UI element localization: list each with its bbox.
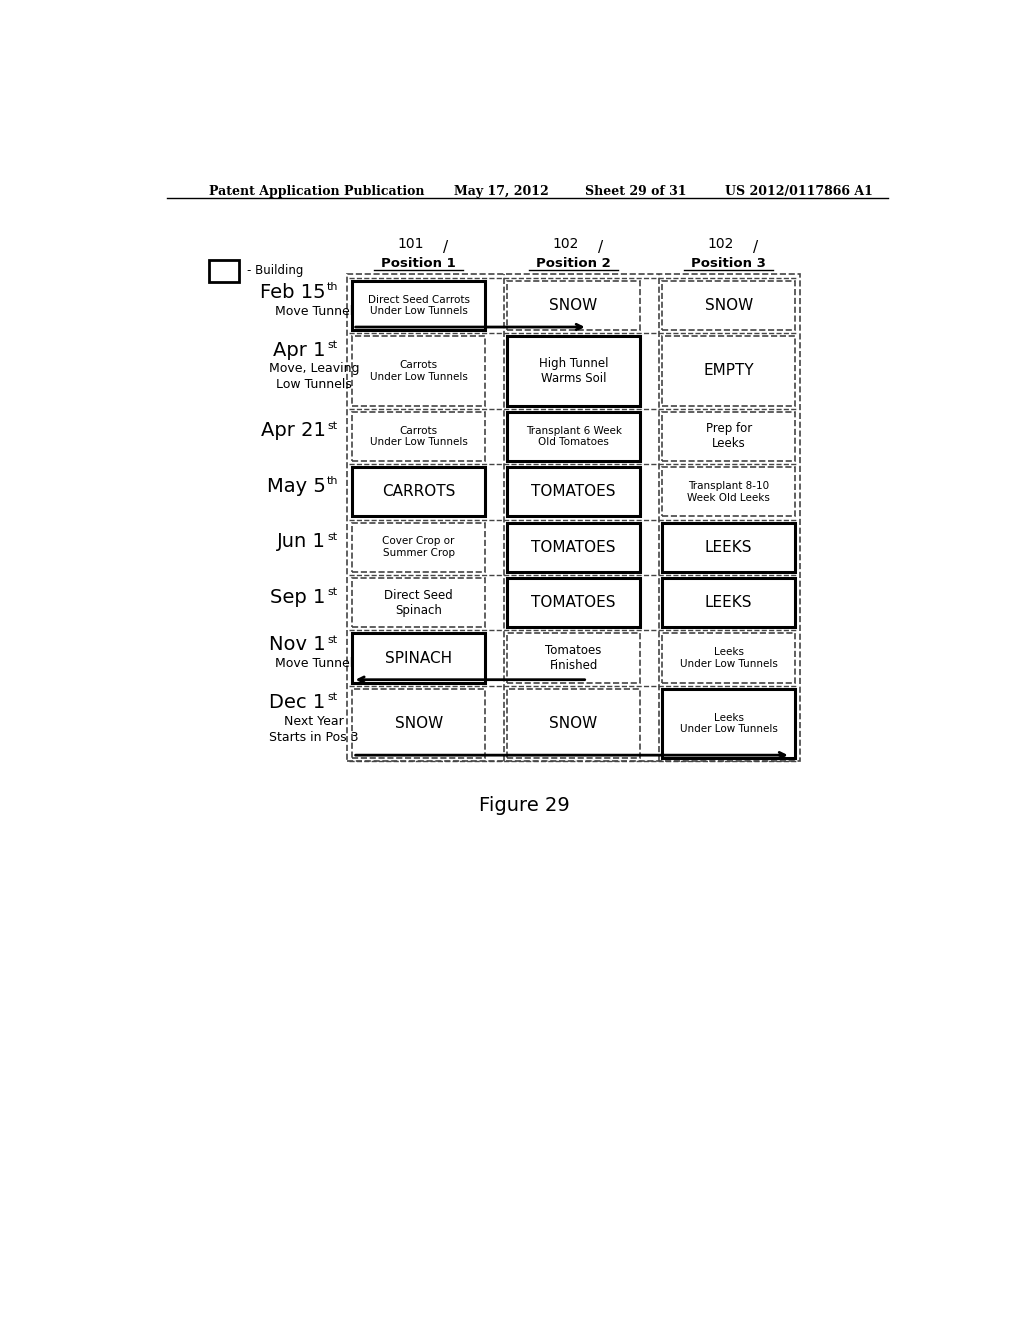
Text: Feb 15: Feb 15	[260, 282, 326, 302]
Bar	[662, 523, 796, 572]
Bar	[352, 689, 485, 758]
Bar	[507, 467, 640, 516]
Text: Jun 1: Jun 1	[276, 532, 326, 552]
Text: Sheet 29 of 31: Sheet 29 of 31	[586, 185, 687, 198]
Text: Nov 1: Nov 1	[269, 635, 326, 655]
Text: 101: 101	[397, 236, 424, 251]
Text: 102: 102	[708, 236, 734, 251]
Text: 102: 102	[553, 236, 579, 251]
Bar	[507, 412, 640, 461]
Text: /: /	[754, 240, 759, 255]
Text: May 17, 2012: May 17, 2012	[454, 185, 548, 198]
Text: LEEKS: LEEKS	[705, 540, 753, 554]
Bar	[352, 467, 485, 516]
Text: TOMATOES: TOMATOES	[531, 484, 615, 499]
Text: Dec 1: Dec 1	[269, 693, 326, 713]
Bar	[352, 523, 485, 572]
Text: Position 2: Position 2	[537, 257, 611, 271]
Bar	[662, 412, 796, 461]
Bar	[662, 634, 796, 682]
Text: Cover Crop or
Summer Crop: Cover Crop or Summer Crop	[382, 536, 455, 558]
Text: Starts in Pos 3: Starts in Pos 3	[269, 730, 358, 743]
Bar	[662, 337, 796, 405]
Bar	[507, 689, 640, 758]
Text: US 2012/0117866 A1: US 2012/0117866 A1	[725, 185, 872, 198]
Text: EMPTY: EMPTY	[703, 363, 754, 379]
Bar	[347, 275, 800, 762]
Text: CARROTS: CARROTS	[382, 484, 456, 499]
Bar	[662, 578, 796, 627]
Bar	[662, 467, 796, 516]
Text: SNOW: SNOW	[394, 715, 442, 731]
Text: SNOW: SNOW	[705, 298, 753, 313]
Bar	[209, 260, 239, 281]
Text: May 5: May 5	[266, 477, 326, 496]
Text: /: /	[598, 240, 603, 255]
Bar	[662, 281, 796, 330]
Text: Transplant 8-10
Week Old Leeks: Transplant 8-10 Week Old Leeks	[687, 480, 770, 503]
Bar	[507, 281, 640, 330]
Text: Move Tunnel: Move Tunnel	[274, 305, 353, 318]
Text: st: st	[328, 587, 337, 597]
Bar	[507, 634, 640, 682]
Text: /: /	[443, 240, 449, 255]
Text: Leeks
Under Low Tunnels: Leeks Under Low Tunnels	[680, 713, 777, 734]
Text: Sep 1: Sep 1	[270, 587, 326, 607]
Text: Position 3: Position 3	[691, 257, 766, 271]
Bar	[352, 578, 485, 627]
Text: Carrots
Under Low Tunnels: Carrots Under Low Tunnels	[370, 425, 468, 447]
Bar	[352, 281, 485, 330]
Text: Low Tunnels: Low Tunnels	[276, 378, 352, 391]
Bar	[662, 689, 796, 758]
Text: SNOW: SNOW	[550, 715, 598, 731]
Text: Move, Leaving: Move, Leaving	[268, 363, 359, 375]
Text: Position 1: Position 1	[381, 257, 456, 271]
Text: Next Year: Next Year	[284, 715, 344, 729]
Text: Direct Seed Carrots
Under Low Tunnels: Direct Seed Carrots Under Low Tunnels	[368, 294, 470, 317]
Text: th: th	[328, 282, 339, 292]
Text: Carrots
Under Low Tunnels: Carrots Under Low Tunnels	[370, 360, 468, 381]
Text: Apr 21: Apr 21	[261, 421, 326, 441]
Text: Move Tunnel: Move Tunnel	[274, 657, 353, 671]
Text: - Building: - Building	[247, 264, 303, 277]
Bar	[507, 337, 640, 405]
Text: Figure 29: Figure 29	[479, 796, 570, 814]
Bar	[507, 523, 640, 572]
Text: th: th	[328, 477, 339, 486]
Bar	[352, 337, 485, 405]
Text: Tomatoes
Finished: Tomatoes Finished	[546, 644, 602, 672]
Text: st: st	[328, 421, 337, 430]
Text: Transplant 6 Week
Old Tomatoes: Transplant 6 Week Old Tomatoes	[525, 425, 622, 447]
Text: st: st	[328, 635, 337, 644]
Text: Direct Seed
Spinach: Direct Seed Spinach	[384, 589, 453, 616]
Text: Leeks
Under Low Tunnels: Leeks Under Low Tunnels	[680, 647, 777, 669]
Text: Prep for
Leeks: Prep for Leeks	[706, 422, 752, 450]
Bar	[352, 634, 485, 682]
Text: st: st	[328, 339, 337, 350]
Text: SPINACH: SPINACH	[385, 651, 453, 665]
Text: st: st	[328, 693, 337, 702]
Text: High Tunnel
Warms Soil: High Tunnel Warms Soil	[539, 356, 608, 385]
Text: Apr 1: Apr 1	[273, 341, 326, 359]
Bar	[507, 578, 640, 627]
Bar	[352, 412, 485, 461]
Text: SNOW: SNOW	[550, 298, 598, 313]
Text: LEEKS: LEEKS	[705, 595, 753, 610]
Text: TOMATOES: TOMATOES	[531, 540, 615, 554]
Text: st: st	[328, 532, 337, 541]
Text: Patent Application Publication: Patent Application Publication	[209, 185, 425, 198]
Text: TOMATOES: TOMATOES	[531, 595, 615, 610]
